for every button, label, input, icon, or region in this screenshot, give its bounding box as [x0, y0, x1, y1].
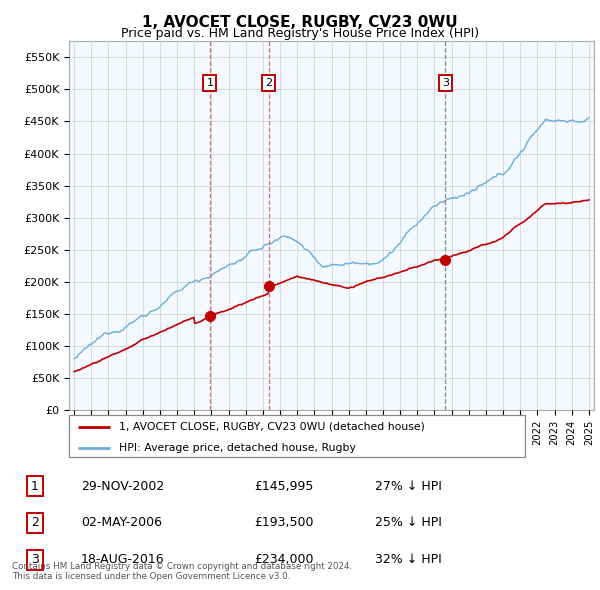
Text: 32% ↓ HPI: 32% ↓ HPI: [375, 553, 442, 566]
Text: Price paid vs. HM Land Registry's House Price Index (HPI): Price paid vs. HM Land Registry's House …: [121, 27, 479, 40]
Text: 3: 3: [442, 78, 449, 88]
Text: 1, AVOCET CLOSE, RUGBY, CV23 0WU: 1, AVOCET CLOSE, RUGBY, CV23 0WU: [142, 15, 458, 30]
Text: 02-MAY-2006: 02-MAY-2006: [81, 516, 162, 529]
Text: 3: 3: [31, 553, 39, 566]
Text: £193,500: £193,500: [254, 516, 313, 529]
Text: £145,995: £145,995: [254, 480, 313, 493]
FancyBboxPatch shape: [69, 415, 525, 457]
Text: 29-NOV-2002: 29-NOV-2002: [81, 480, 164, 493]
Text: 2: 2: [31, 516, 39, 529]
Text: 1, AVOCET CLOSE, RUGBY, CV23 0WU (detached house): 1, AVOCET CLOSE, RUGBY, CV23 0WU (detach…: [119, 422, 425, 432]
Text: 18-AUG-2016: 18-AUG-2016: [81, 553, 165, 566]
Text: 1: 1: [31, 480, 39, 493]
Text: HPI: Average price, detached house, Rugby: HPI: Average price, detached house, Rugb…: [119, 443, 356, 453]
Text: 27% ↓ HPI: 27% ↓ HPI: [375, 480, 442, 493]
Text: 25% ↓ HPI: 25% ↓ HPI: [375, 516, 442, 529]
Text: Contains HM Land Registry data © Crown copyright and database right 2024.
This d: Contains HM Land Registry data © Crown c…: [12, 562, 352, 581]
Text: £234,000: £234,000: [254, 553, 313, 566]
Text: 1: 1: [206, 78, 214, 88]
Text: 2: 2: [265, 78, 272, 88]
